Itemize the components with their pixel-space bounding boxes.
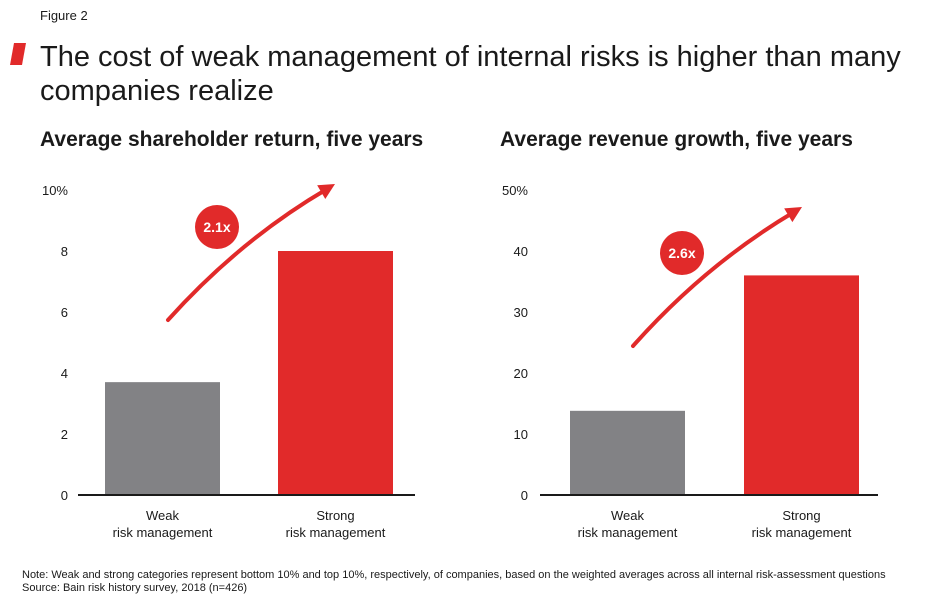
figure-title: The cost of weak management of internal … — [40, 41, 901, 107]
chart-1-category-label-strong-line-2: risk management — [286, 525, 386, 540]
chart-1-category-label-weak-line-1: Weak — [146, 508, 179, 523]
chart-1-bar-strong — [278, 251, 393, 495]
note-text: Note: Weak and strong categories represe… — [22, 569, 886, 581]
chart-1-ytick-6: 6 — [61, 305, 68, 320]
chart-1-arrowhead-icon — [317, 184, 335, 200]
chart-2-title: Average revenue growth, five years — [500, 128, 853, 151]
chart-1-multiplier-label: 2.1x — [203, 219, 230, 235]
chart-2-category-label-strong-line-1: Strong — [782, 508, 820, 523]
chart-2-multiplier-label: 2.6x — [668, 245, 695, 261]
chart-2-growth-arrow — [631, 210, 796, 348]
chart-1-ytick-4: 4 — [61, 366, 68, 381]
source-text: Source: Bain risk history survey, 2018 (… — [22, 582, 248, 594]
chart-2-bar-strong — [744, 275, 859, 495]
chart-1-ytick-8: 8 — [61, 244, 68, 259]
chart-1-bar-weak — [105, 382, 220, 495]
chart-1-title: Average shareholder return, five years — [40, 128, 424, 151]
chart-1-ytick-0: 0 — [61, 488, 68, 503]
chart-1-ytick-2: 2 — [61, 427, 68, 442]
chart-2-ytick-20: 20 — [514, 366, 528, 381]
chart-2-ytick-0: 0 — [521, 488, 528, 503]
chart-2-ytick-30: 30 — [514, 305, 528, 320]
chart-1-ytick-10: 10% — [42, 183, 68, 198]
title-accent-mark — [10, 43, 26, 65]
chart-2-ytick-40: 40 — [514, 244, 528, 259]
chart-1-growth-arrow — [166, 187, 329, 322]
chart-1-category-label-strong-line-1: Strong — [316, 508, 354, 523]
chart-2-category-label-weak-line-2: risk management — [578, 525, 678, 540]
chart-2-ytick-50: 50% — [502, 183, 528, 198]
figure-label: Figure 2 — [40, 8, 88, 23]
chart-1-multiplier-badge — [195, 205, 239, 249]
bar-charts: 0 2 4 6 8 10% Weak risk management Strong risk ma… — [42, 183, 878, 540]
chart-2-bar-weak — [570, 410, 685, 495]
chart-1-category-label-weak-line-2: risk management — [113, 525, 213, 540]
chart-2-category-label-strong-line-2: risk management — [752, 525, 852, 540]
chart-2-category-label-weak-line-1: Weak — [611, 508, 644, 523]
chart-2-multiplier-badge — [660, 231, 704, 275]
chart-2-ytick-10: 10 — [514, 427, 528, 442]
chart-2-arrowhead-icon — [784, 207, 802, 223]
footnote: Note: Weak and strong categories represe… — [22, 569, 886, 595]
